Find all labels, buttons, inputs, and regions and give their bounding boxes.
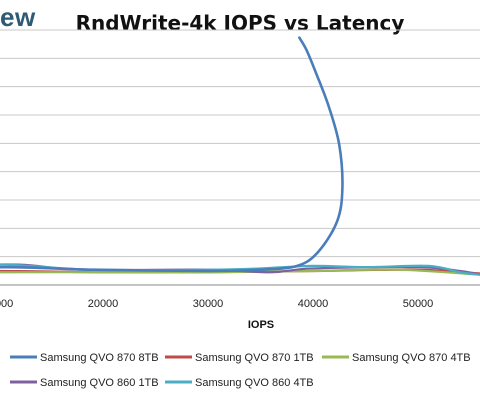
x-tick-label: 40000 bbox=[298, 298, 329, 310]
logo-text: ew bbox=[0, 2, 36, 32]
x-tick-label: 10000 bbox=[0, 298, 13, 310]
series-group bbox=[0, 36, 480, 276]
x-tick-label: 50000 bbox=[403, 298, 434, 310]
legend-label: Samsung QVO 870 1TB bbox=[195, 352, 314, 364]
legend-label: Samsung QVO 870 4TB bbox=[352, 352, 471, 364]
legend-label: Samsung QVO 860 1TB bbox=[40, 377, 159, 389]
x-tick-labels: 01000020000300004000050000 bbox=[0, 298, 433, 310]
chart-title: RndWrite-4k IOPS vs Latency bbox=[75, 11, 405, 35]
x-tick-label: 30000 bbox=[193, 298, 224, 310]
legend-label: Samsung QVO 870 8TB bbox=[40, 352, 159, 364]
legend: Samsung QVO 870 8TB Samsung QVO 870 1TB Sa… bbox=[10, 352, 471, 389]
series-line-samsung-qvo-870-8tb bbox=[0, 36, 344, 273]
x-tick-label: 20000 bbox=[88, 298, 119, 310]
legend-label: Samsung QVO 860 4TB bbox=[195, 377, 314, 389]
x-axis-label: IOPS bbox=[248, 319, 274, 331]
gridlines bbox=[0, 29, 480, 286]
